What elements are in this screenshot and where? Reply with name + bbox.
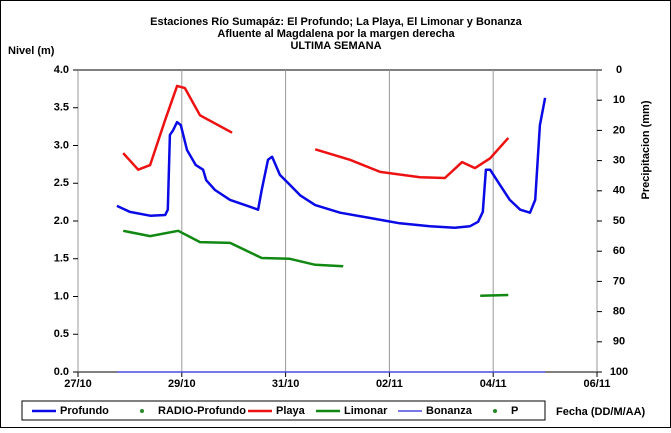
- line-series: [122, 229, 509, 297]
- x-tick-label: 04/11: [480, 378, 507, 390]
- line-series: [116, 97, 547, 230]
- x-tick-label: 02/11: [376, 378, 403, 390]
- y2-tick-label: 100: [610, 366, 628, 378]
- y-tick-label: 0.0: [54, 366, 69, 378]
- y2-tick-label: 20: [613, 124, 625, 136]
- y-tick-label: 1.5: [54, 253, 69, 265]
- legend-label: Playa: [276, 405, 306, 417]
- y2-tick-label: 40: [613, 185, 625, 197]
- y-tick-label: 0.5: [54, 328, 69, 340]
- y2-tick-label: 50: [613, 215, 625, 227]
- y-tick-label: 3.5: [54, 102, 69, 114]
- x-tick-label: 27/10: [64, 378, 92, 390]
- y2-tick-label: 80: [613, 306, 625, 318]
- chart-subtitle: ULTIMA SEMANA: [290, 40, 381, 52]
- y-tick-label: 1.0: [54, 290, 69, 302]
- legend-label: Profundo: [60, 405, 109, 417]
- y-tick-label: 4.0: [54, 64, 69, 76]
- x-axis-label: Fecha (DD/M/AA): [556, 406, 646, 418]
- legend-label: Bonanza: [426, 405, 473, 417]
- y2-tick-label: 70: [613, 275, 625, 287]
- x-tick-label: 31/10: [272, 378, 300, 390]
- y2-tick-label: 0: [616, 64, 622, 76]
- y2-tick-label: 90: [613, 336, 625, 348]
- y2-tick-label: 30: [613, 155, 625, 167]
- y2-axis-label: Precipitacion (mm): [640, 100, 652, 199]
- legend-marker: [140, 409, 144, 413]
- legend-label: RADIO-Profundo: [158, 405, 246, 417]
- chart-subtitle: Afluente al Magdalena por la margen dere…: [217, 28, 455, 40]
- y-tick-label: 3.0: [54, 139, 69, 151]
- line-series: [122, 84, 510, 180]
- legend-label: Limonar: [344, 405, 388, 417]
- x-tick-label: 06/11: [584, 378, 611, 390]
- y-tick-label: 2.5: [54, 177, 69, 189]
- chart-title: Estaciones Río Sumapáz: El Profundo; La …: [150, 16, 523, 28]
- legend-label: P: [511, 405, 518, 417]
- y2-tick-label: 10: [613, 94, 625, 106]
- x-tick-label: 29/10: [168, 378, 196, 390]
- y2-tick-label: 60: [613, 245, 625, 257]
- plot-frame: [77, 69, 598, 373]
- y-tick-label: 2.0: [54, 215, 69, 227]
- y-axis-label: Nivel (m): [8, 45, 55, 57]
- legend-box: [21, 400, 546, 421]
- legend-marker: [493, 409, 497, 413]
